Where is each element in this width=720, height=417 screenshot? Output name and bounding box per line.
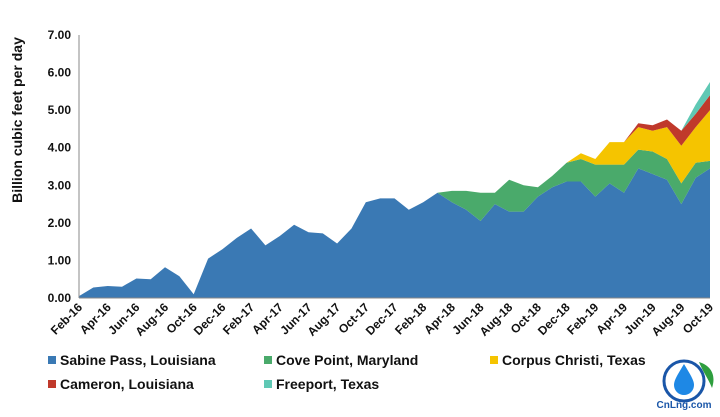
- legend-swatch: [48, 356, 56, 364]
- logo-drop-icon: [674, 364, 694, 395]
- y-tick-label: 3.00: [48, 178, 72, 192]
- y-tick-label: 5.00: [48, 103, 72, 117]
- y-tick-label: 2.00: [48, 216, 72, 230]
- legend-swatch: [264, 380, 272, 388]
- x-tick-label: Dec-18: [535, 300, 573, 338]
- x-tick-label: Feb-17: [220, 300, 257, 337]
- y-tick-label: 0.00: [48, 291, 72, 305]
- x-tick-label: Feb-19: [564, 300, 601, 337]
- x-tick-label: Aug-19: [649, 300, 688, 339]
- axes: [78, 35, 710, 299]
- series-area-0: [79, 168, 710, 298]
- legend-swatch: [264, 356, 272, 364]
- y-tick-label: 1.00: [48, 253, 72, 267]
- cnlng-logo: CnLng.com: [657, 359, 714, 411]
- x-tick-label: Feb-18: [392, 300, 429, 337]
- x-tick-label: Aug-17: [305, 300, 344, 339]
- y-ticks: 0.00 1.00 2.00 3.00 4.00 5.00 6.00 7.00: [48, 28, 72, 305]
- x-tick-label: Feb-16: [48, 300, 85, 337]
- legend: Sabine Pass, Louisiana Cove Point, Maryla…: [48, 352, 646, 392]
- y-tick-label: 6.00: [48, 66, 72, 80]
- series-areas: [79, 82, 710, 298]
- x-tick-label: Dec-16: [191, 300, 229, 338]
- legend-label: Cameron, Louisiana: [60, 376, 194, 392]
- logo-leaf-icon: [699, 362, 714, 388]
- legend-swatch: [48, 380, 56, 388]
- y-axis-label: Billion cubic feet per day: [9, 37, 25, 203]
- series-area-1: [79, 149, 710, 297]
- logo-text: CnLng.com: [657, 400, 712, 411]
- x-tick-label: Oct-19: [680, 300, 717, 337]
- x-tick-label: Aug-18: [477, 300, 516, 339]
- x-ticks: Feb-16Apr-16Jun-16Aug-16Oct-16Dec-16Feb-…: [48, 300, 716, 339]
- y-tick-label: 4.00: [48, 141, 72, 155]
- x-tick-label: Aug-16: [133, 300, 172, 339]
- legend-label: Cove Point, Maryland: [276, 352, 418, 368]
- legend-label: Sabine Pass, Louisiana: [60, 352, 216, 368]
- legend-label: Freeport, Texas: [276, 376, 379, 392]
- x-tick-label: Dec-17: [363, 300, 401, 338]
- legend-swatch: [490, 356, 498, 364]
- legend-label: Corpus Christi, Texas: [502, 352, 646, 368]
- y-tick-label: 7.00: [48, 28, 72, 42]
